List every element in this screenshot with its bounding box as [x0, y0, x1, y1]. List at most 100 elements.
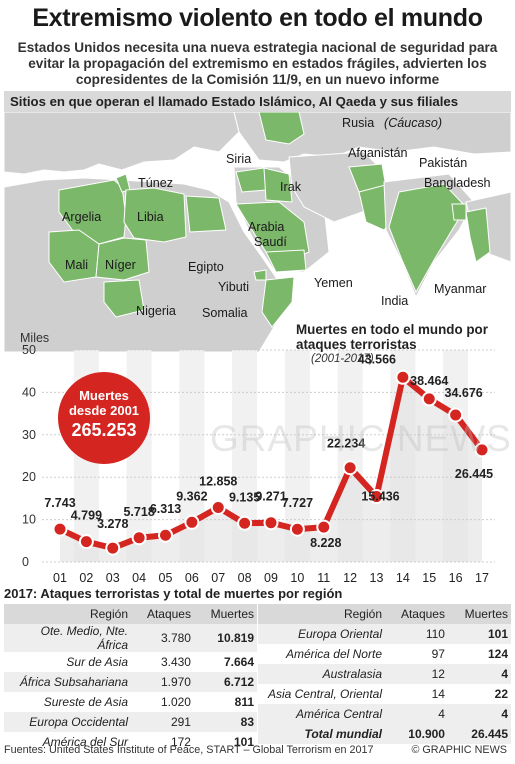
table-total-row: Total mundial 10.900 26.445 — [258, 724, 511, 744]
table-row: América Central 4 4 — [258, 704, 511, 724]
label-yibuti: Yibuti — [218, 280, 250, 294]
watermark: GRAPHIC NEWS — [210, 418, 512, 459]
cell-ataques: 3.780 — [131, 624, 194, 652]
data-point — [78, 534, 94, 550]
data-point — [474, 442, 490, 458]
cell-muertes: 83 — [193, 712, 257, 732]
total-region: Total mundial — [258, 724, 385, 744]
land-russia — [233, 112, 511, 163]
total-ataques: 10.900 — [385, 724, 448, 744]
x-tick-label: 09 — [264, 571, 278, 585]
label-libia: Libia — [137, 210, 164, 224]
cell-region: Europa Occidental — [4, 712, 131, 732]
label-tunez: Túnez — [138, 176, 174, 190]
region-bangladesh — [451, 203, 467, 221]
data-label: 15.436 — [361, 490, 399, 504]
data-point — [237, 515, 253, 531]
label-pakistan: Pakistán — [419, 156, 468, 170]
label-myanmar: Myanmar — [434, 282, 487, 296]
y-tick-label: 50 — [22, 343, 36, 357]
data-label: 34.676 — [445, 386, 483, 400]
map-svg — [4, 112, 511, 352]
cell-ataques: 1.970 — [131, 672, 194, 692]
x-tick-label: 03 — [106, 571, 120, 585]
cell-region: Asia Central, Oriental — [267, 687, 382, 701]
table-row: América del Sur 172 101 — [4, 732, 257, 752]
region-myanmar — [465, 207, 491, 263]
y-tick-label: 10 — [22, 513, 36, 527]
footer-credit: © GRAPHIC NEWS — [411, 744, 507, 756]
x-tick-label: 17 — [475, 571, 489, 585]
cell-region: América Central — [258, 704, 385, 724]
cell-ataques: 291 — [131, 712, 194, 732]
cell-ataques: 110 — [385, 624, 448, 644]
data-label: 5.718 — [123, 505, 154, 519]
data-point — [263, 515, 279, 531]
label-siria: Siria — [226, 152, 252, 166]
badge-line2: desde 2001 — [68, 403, 140, 418]
data-point — [316, 519, 332, 535]
data-label: 26.445 — [455, 467, 493, 481]
table-row: América del Norte 97 124 — [258, 644, 511, 664]
x-tick-label: 15 — [422, 571, 436, 585]
cell-muertes: 101 — [447, 624, 511, 644]
label-rusia: Rusia — [342, 116, 375, 130]
badge-line1: Muertes — [79, 388, 129, 403]
data-label: 22.234 — [327, 437, 365, 451]
cell-region: América del Sur — [42, 735, 128, 749]
region-nigeria — [103, 279, 145, 318]
data-point — [421, 391, 437, 407]
cell-region: África Subsahariana — [4, 672, 131, 692]
data-point — [369, 489, 384, 505]
cell-muertes: 101 — [233, 735, 254, 749]
x-tick-label: 11 — [317, 571, 330, 585]
map: Rusia (Cáucaso) Afganistán Pakistán Siri… — [4, 112, 511, 352]
label-saudi: Saudí — [254, 235, 287, 249]
x-tick-label: 12 — [343, 571, 357, 585]
region-yemen — [265, 249, 307, 273]
cell-ataques: 172 — [170, 735, 191, 749]
region-niger — [95, 237, 150, 281]
cell-ataques: 3.430 — [160, 655, 191, 669]
region-somalia — [261, 276, 295, 328]
region-siria — [235, 167, 267, 193]
region-irak — [263, 167, 293, 203]
cell-muertes: 22 — [494, 687, 508, 701]
table-row: Europa Occidental 291 83 — [4, 712, 257, 732]
data-label: 8.228 — [310, 536, 341, 550]
x-tick-label: 01 — [53, 571, 67, 585]
y-tick-label: 30 — [22, 428, 36, 442]
total-deaths-badge: Muertes desde 2001 265.253 — [58, 372, 150, 464]
data-point — [210, 499, 226, 515]
cell-muertes: 7.664 — [223, 655, 254, 669]
data-label: 43.566 — [358, 352, 396, 366]
cell-region: Sur de Asia — [66, 655, 128, 669]
cell-ataques: 1.020 — [160, 695, 191, 709]
table-row: Ote. Medio, Nte. África 3.780 10.819 — [4, 624, 257, 652]
chart-title: Muertes en todo el mundo por ataques ter… — [296, 322, 515, 352]
chart-subtitle: (2001-2017) — [311, 353, 374, 365]
chart-title-text: Muertes en todo el mundo por ataques ter… — [296, 322, 488, 352]
table-row: África Subsahariana 1.970 6.712 — [4, 672, 257, 692]
data-point — [342, 460, 358, 476]
cell-ataques: 97 — [431, 647, 445, 661]
col-region: Región — [258, 604, 385, 624]
y-axis-label: Miles — [20, 332, 49, 345]
data-point — [184, 514, 200, 530]
cell-muertes: 4 — [447, 704, 511, 724]
label-irak: Irak — [280, 180, 301, 194]
table-row: Australasia 12 4 — [258, 664, 511, 684]
data-label: 12.858 — [199, 474, 237, 488]
chart-area — [60, 377, 482, 562]
data-label: 38.464 — [410, 374, 448, 388]
cell-muertes: 6.712 — [193, 672, 257, 692]
cell-muertes: 10.819 — [193, 624, 257, 652]
cell-region: América del Norte — [285, 647, 382, 661]
region-table-left: Región Ataques Muertes Ote. Medio, Nte. … — [4, 604, 257, 752]
y-tick-label: 20 — [22, 470, 36, 484]
data-label: 7.743 — [44, 496, 75, 510]
cell-region: Australasia — [258, 664, 385, 684]
cell-region: Europa Oriental — [258, 624, 385, 644]
